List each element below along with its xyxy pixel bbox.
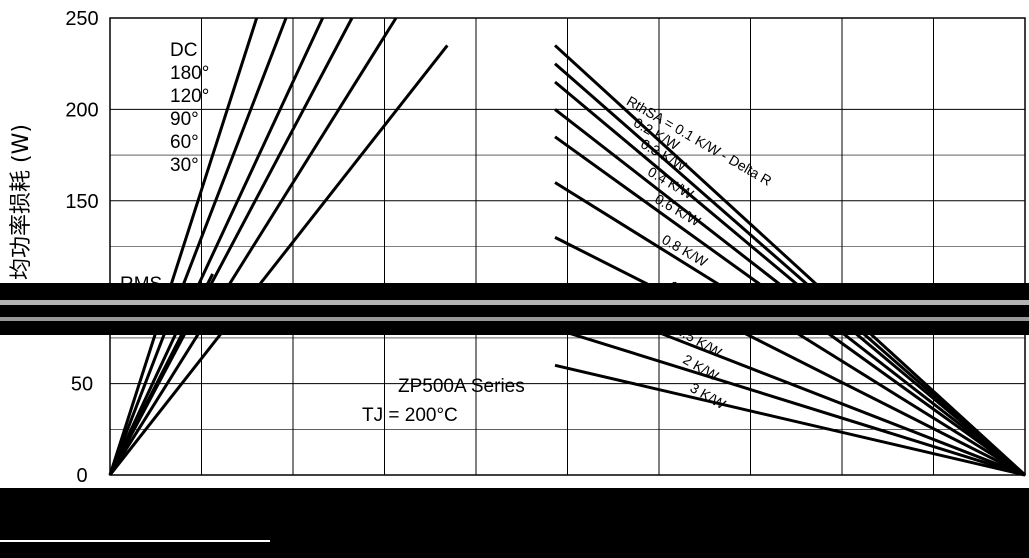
- series-label: DC: [170, 40, 197, 61]
- series-label: 180°: [170, 63, 209, 84]
- y-tick-label: 150: [65, 191, 98, 213]
- series-line: [554, 62, 1026, 477]
- ticks: 050100150200250: [65, 8, 98, 487]
- series-line: [108, 17, 259, 476]
- series-line: [108, 17, 325, 476]
- noise-band: [0, 283, 1029, 335]
- series-line: [108, 17, 398, 476]
- bottom-band: [0, 488, 1029, 558]
- annotation-tj: TJ = 200°C: [362, 405, 458, 426]
- x-axis-title-right: 最高允许温度 (°C): [834, 533, 1017, 558]
- series-line: [554, 363, 1026, 477]
- series-label: 90°: [170, 109, 199, 130]
- series-label: 120°: [170, 86, 209, 107]
- series-line: [554, 327, 1026, 477]
- y-axis-title: 均功率损耗 (W): [9, 124, 34, 280]
- y-tick-label: 0: [76, 465, 87, 487]
- y-tick-label: 200: [65, 99, 98, 121]
- series-label: 60°: [170, 132, 199, 153]
- series-label: 3 K/W: [687, 379, 729, 412]
- y-tick-label: 250: [65, 8, 98, 30]
- y-tick-label: 50: [71, 374, 93, 396]
- series-label: 30°: [170, 155, 199, 176]
- x-axis-title-left: 正向平均电流 (A): [373, 533, 544, 558]
- annotation-series: ZP500A Series: [398, 376, 525, 397]
- series-line: [554, 80, 1026, 477]
- bottom-left-line: [0, 540, 270, 542]
- series-line: [553, 44, 1027, 477]
- series-line: [108, 17, 288, 476]
- series-line: [554, 236, 1026, 477]
- series-left: [108, 17, 449, 476]
- series-line: [108, 44, 449, 476]
